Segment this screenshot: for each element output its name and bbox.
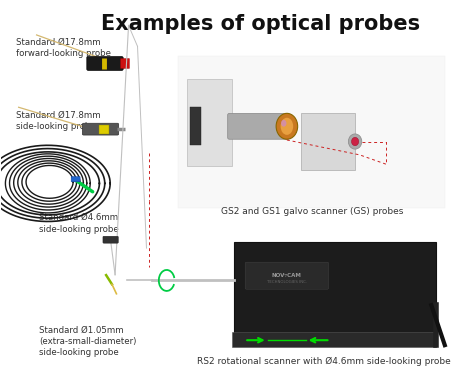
FancyBboxPatch shape xyxy=(228,113,290,139)
Text: GS2 and GS1 galvo scanner (GS) probes: GS2 and GS1 galvo scanner (GS) probes xyxy=(221,207,404,217)
Ellipse shape xyxy=(276,113,298,139)
FancyBboxPatch shape xyxy=(232,332,436,347)
Text: Standard Ø1.05mm
(extra-small-diameter)
side-looking probe: Standard Ø1.05mm (extra-small-diameter) … xyxy=(39,325,136,357)
Text: Standard Ø17.8mm
side-looking probe: Standard Ø17.8mm side-looking probe xyxy=(17,110,101,131)
Text: RS2 rotational scanner with Ø4.6mm side-looking probe: RS2 rotational scanner with Ø4.6mm side-… xyxy=(197,356,451,366)
FancyBboxPatch shape xyxy=(178,56,445,208)
FancyBboxPatch shape xyxy=(82,123,118,135)
Ellipse shape xyxy=(352,138,359,146)
Ellipse shape xyxy=(348,134,362,149)
FancyBboxPatch shape xyxy=(100,125,109,134)
FancyBboxPatch shape xyxy=(234,243,436,345)
Text: TECHNOLOGIES INC.: TECHNOLOGIES INC. xyxy=(267,280,307,283)
Text: Standard Ø4.6mm
side-looking probe: Standard Ø4.6mm side-looking probe xyxy=(39,213,118,233)
Text: Standard Ø17.8mm
forward-looking probe: Standard Ø17.8mm forward-looking probe xyxy=(17,38,111,58)
FancyBboxPatch shape xyxy=(187,79,232,166)
FancyBboxPatch shape xyxy=(245,262,328,289)
FancyBboxPatch shape xyxy=(120,58,129,68)
Text: Examples of optical probes: Examples of optical probes xyxy=(101,14,420,34)
Ellipse shape xyxy=(281,118,293,135)
Text: NOV▿CAM: NOV▿CAM xyxy=(272,273,302,278)
Ellipse shape xyxy=(281,120,286,127)
FancyBboxPatch shape xyxy=(301,113,355,170)
FancyBboxPatch shape xyxy=(87,57,123,70)
FancyBboxPatch shape xyxy=(103,236,118,243)
FancyBboxPatch shape xyxy=(71,176,80,182)
FancyBboxPatch shape xyxy=(190,107,201,145)
